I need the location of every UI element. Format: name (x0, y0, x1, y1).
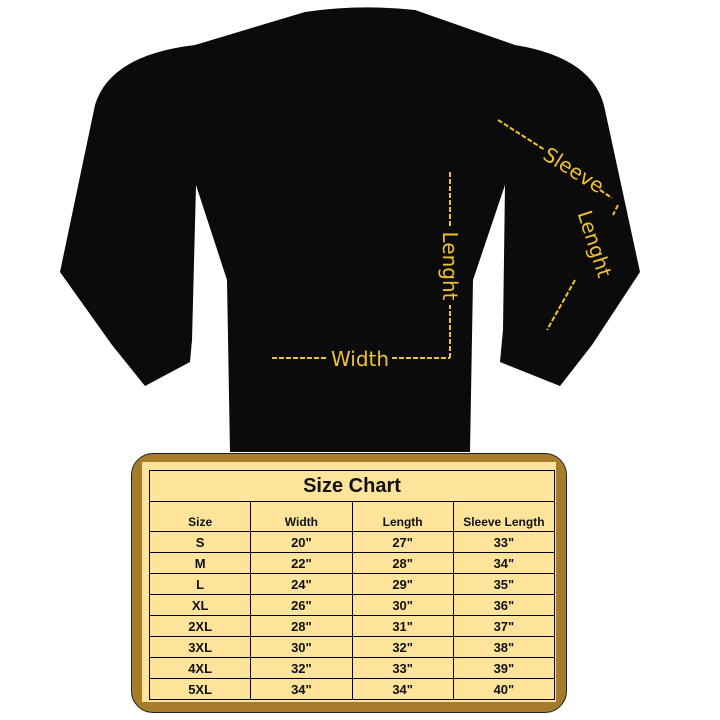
table-cell: L (148, 573, 252, 595)
sleeve-dash-mid (599, 189, 613, 199)
table-cell: 36" (452, 594, 556, 616)
width-label: Width (331, 347, 389, 371)
table-cell: 33" (452, 531, 556, 553)
table-cell: 40" (452, 678, 556, 700)
table-cell: 32" (250, 657, 353, 679)
table-cell: 2XL (148, 615, 252, 637)
sleeve-dash (497, 119, 546, 151)
table-cell: 34" (351, 678, 454, 700)
table-cell: 20" (250, 531, 353, 553)
table-cell: 34" (250, 678, 353, 700)
column-header: Size (148, 501, 252, 532)
size-chart-frame: Size Chart Size Width Length Sleeve Length … (131, 453, 567, 713)
length-label: Lenght (438, 232, 462, 301)
sleeve-length-dash-top (612, 204, 619, 216)
table-cell: 30" (250, 636, 353, 658)
table-cell: 27" (351, 531, 454, 553)
table-row: 4XL 32" 33" 39" (148, 657, 556, 679)
table-cell: 38" (452, 636, 556, 658)
table-cell: S (148, 531, 252, 553)
table-cell: 5XL (148, 678, 252, 700)
table-cell: 34" (452, 552, 556, 574)
table-cell: 3XL (148, 636, 252, 658)
table-cell: 28" (351, 552, 454, 574)
table-row: S 20" 27" 33" (148, 531, 556, 553)
table-cell: 31" (351, 615, 454, 637)
table-cell: 30" (351, 594, 454, 616)
sleeve-length-dash-bottom (546, 279, 576, 331)
table-cell: 39" (452, 657, 556, 679)
table-cell: 35" (452, 573, 556, 595)
table-row: XL 26" 30" 36" (148, 594, 556, 616)
table-row: 2XL 28" 31" 37" (148, 615, 556, 637)
column-header: Sleeve Length (452, 501, 556, 532)
sweatshirt-body (60, 7, 640, 453)
table-cell: XL (148, 594, 252, 616)
table-cell: 29" (351, 573, 454, 595)
table-cell: 26" (250, 594, 353, 616)
table-cell: M (148, 552, 252, 574)
column-header: Width (250, 501, 353, 532)
table-cell: 24" (250, 573, 353, 595)
table-cell: 4XL (148, 657, 252, 679)
table-row: M 22" 28" 34" (148, 552, 556, 574)
column-header: Length (351, 501, 454, 532)
table-cell: 22" (250, 552, 353, 574)
table-cell: 33" (351, 657, 454, 679)
table-cell: 32" (351, 636, 454, 658)
table-cell: 28" (250, 615, 353, 637)
table-row: 5XL 34" 34" 40" (148, 678, 556, 700)
size-chart-table: Size Chart Size Width Length Sleeve Length … (148, 470, 556, 700)
table-row: L 24" 29" 35" (148, 573, 556, 595)
table-cell: 37" (452, 615, 556, 637)
sweatshirt-image: Width Lenght Sleeve Lenght (60, 7, 640, 453)
size-chart-title: Size Chart (149, 470, 555, 502)
table-row: 3XL 30" 32" 38" (148, 636, 556, 658)
